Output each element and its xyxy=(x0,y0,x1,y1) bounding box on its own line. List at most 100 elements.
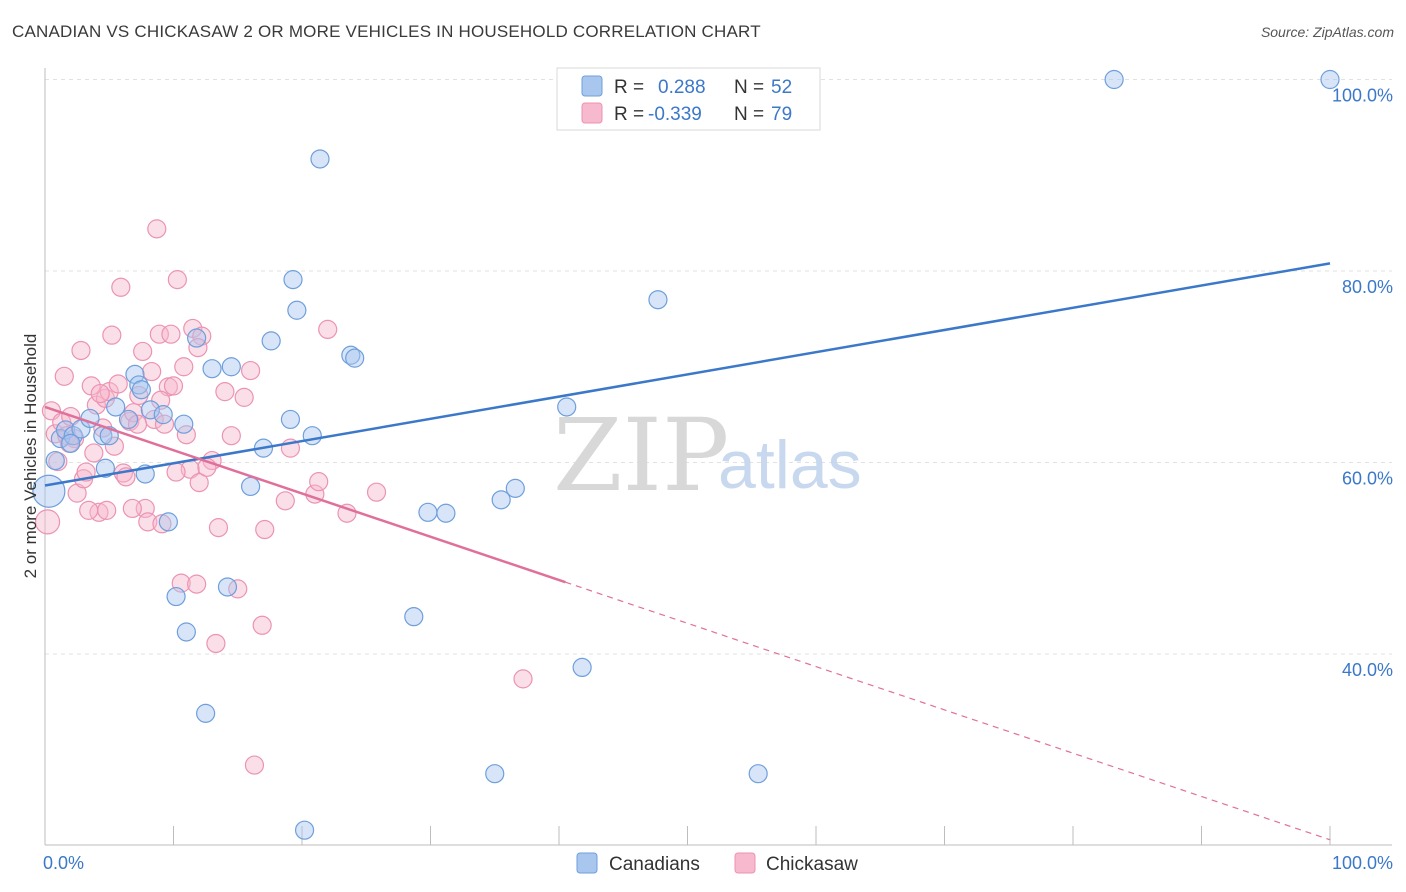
y-axis-label: 2 or more Vehicles in Household xyxy=(21,334,40,579)
x-tick-label: 0.0% xyxy=(43,853,84,873)
chickasaw-point xyxy=(127,414,148,434)
chickasaw-point xyxy=(167,270,187,290)
canadians-point xyxy=(1104,69,1124,90)
legend-r-value-2: -0.339 xyxy=(648,104,702,125)
watermark-zip: ZIP xyxy=(553,397,729,514)
canadians-point xyxy=(45,450,65,471)
chickasaw-point xyxy=(149,324,169,344)
canadians-point xyxy=(153,405,173,425)
tick-labels: 40.0% 60.0% 80.0% 100.0% 0.0% 100.0% xyxy=(43,86,1393,874)
canadians-point xyxy=(176,622,196,642)
canadians-point xyxy=(485,764,505,784)
canadians-point xyxy=(287,300,307,320)
chickasaw-point xyxy=(54,366,74,386)
canadians-point xyxy=(140,400,160,420)
watermark: ZIP atlas xyxy=(553,397,862,514)
chickasaw-point xyxy=(147,219,167,239)
canadians-point xyxy=(572,657,592,678)
chickasaw-point xyxy=(234,387,254,407)
chickasaw-point xyxy=(208,518,229,538)
y-tick-label: 80.0% xyxy=(1342,277,1393,297)
canadians-point xyxy=(202,359,222,379)
canadians-point xyxy=(158,512,178,532)
canadians-point xyxy=(95,458,115,478)
trend-lines xyxy=(44,262,1331,841)
chickasaw-point xyxy=(79,500,99,520)
chickasaw-point xyxy=(67,483,87,503)
chickasaw-point xyxy=(366,482,387,502)
grid-lines xyxy=(45,79,1392,655)
canadians-point xyxy=(166,586,186,607)
chickasaw-point xyxy=(275,491,295,511)
canadians-point xyxy=(310,149,330,169)
canadians-point xyxy=(302,426,322,446)
chickasaw-point xyxy=(163,376,184,396)
bottom-legend-swatch-canadians xyxy=(576,852,598,874)
canadians-point xyxy=(436,503,456,523)
watermark-atlas: atlas xyxy=(718,427,862,503)
chickasaw-point xyxy=(318,319,338,340)
bottom-legend-canadians: Canadians xyxy=(609,854,700,875)
canadians-point xyxy=(187,328,207,348)
legend-n-label-1: N = xyxy=(734,77,764,98)
legend-n-value-1: 52 xyxy=(771,77,792,98)
chickasaw-point xyxy=(108,374,128,394)
chickasaw-point xyxy=(133,341,153,362)
chickasaw-point xyxy=(241,360,261,381)
canadians-point xyxy=(261,331,281,351)
chickasaw-point xyxy=(174,357,194,377)
chickasaw-point xyxy=(142,361,162,382)
canadians-point xyxy=(280,409,301,430)
canadians-point xyxy=(131,380,151,400)
legend-r-value-1: 0.288 xyxy=(658,77,706,98)
chickasaw-point xyxy=(93,418,113,438)
chickasaw-points xyxy=(34,219,533,775)
chart-title: CANADIAN VS CHICKASAW 2 OR MORE VEHICLES… xyxy=(12,22,761,41)
chickasaw-point xyxy=(151,390,171,410)
legend-r-label-1: R = xyxy=(614,77,644,98)
bottom-legend: Canadians Chickasaw xyxy=(576,852,858,875)
canadians-trend-line xyxy=(44,262,1331,487)
bottom-legend-chickasaw: Chickasaw xyxy=(766,854,858,875)
y-tick-label: 100.0% xyxy=(1332,86,1393,106)
chickasaw-point xyxy=(189,473,209,493)
y-tick-label: 60.0% xyxy=(1342,469,1393,489)
chickasaw-point xyxy=(161,324,181,344)
chickasaw-point xyxy=(309,472,329,492)
canadians-point xyxy=(418,502,438,522)
chickasaw-point xyxy=(111,277,131,297)
legend-n-value-2: 79 xyxy=(771,104,792,125)
chickasaw-point xyxy=(255,519,275,540)
chickasaw-point xyxy=(34,509,61,535)
chickasaw-point xyxy=(138,512,158,532)
axes xyxy=(44,68,1392,846)
chickasaw-point xyxy=(90,383,110,404)
canadians-point xyxy=(491,490,511,510)
chickasaw-point xyxy=(166,462,186,482)
canadians-point xyxy=(283,270,303,290)
chickasaw-point xyxy=(221,426,241,446)
canadians-point xyxy=(61,433,81,453)
canadians-point xyxy=(1320,69,1340,90)
chickasaw-point xyxy=(102,325,122,345)
chickasaw-point xyxy=(252,615,272,635)
chickasaw-point xyxy=(244,755,265,775)
chickasaw-point xyxy=(337,503,357,523)
chickasaw-trend-extension xyxy=(565,581,1331,841)
canadians-point xyxy=(557,397,577,417)
canadians-point xyxy=(345,348,365,368)
chickasaw-point xyxy=(84,443,104,463)
legend-r-label-2: R = xyxy=(614,104,644,125)
chickasaw-point xyxy=(97,500,117,520)
chickasaw-trend-line xyxy=(44,405,566,584)
canadians-point xyxy=(505,478,525,498)
legend-n-label-2: N = xyxy=(734,104,764,125)
bottom-legend-swatch-chickasaw xyxy=(734,852,756,874)
canadians-point xyxy=(748,764,768,784)
y-tick-label: 40.0% xyxy=(1342,660,1393,680)
canadians-points xyxy=(32,68,1340,840)
canadians-point xyxy=(294,820,315,840)
canadians-point xyxy=(106,397,126,417)
chickasaw-point xyxy=(71,340,91,361)
legend-swatch-chickasaw xyxy=(581,102,603,124)
